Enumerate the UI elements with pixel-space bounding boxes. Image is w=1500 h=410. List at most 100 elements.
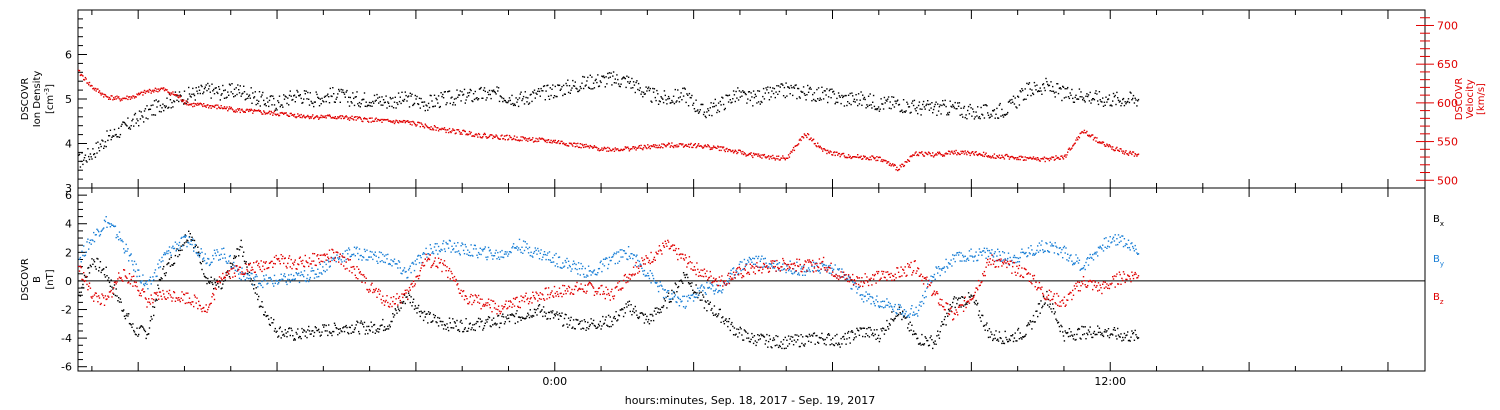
velocity-series-point xyxy=(900,166,902,168)
b-series-by-point xyxy=(486,258,488,261)
velocity-series-point xyxy=(298,115,300,117)
velocity-series-point xyxy=(353,116,356,118)
density-series-point xyxy=(310,100,312,103)
velocity-series xyxy=(78,69,1140,172)
density-series-point xyxy=(90,156,92,158)
b-series-by-point xyxy=(788,268,791,270)
density-series-point xyxy=(1072,97,1074,100)
density-series-point xyxy=(316,93,318,96)
b-series-bx-point xyxy=(978,310,981,312)
velocity-series-point xyxy=(363,118,365,120)
b-series-bx-point xyxy=(794,334,796,336)
b-series-by-point xyxy=(394,263,396,265)
density-series-point xyxy=(872,101,874,103)
b-series-bx-point xyxy=(718,308,721,311)
density-series-point xyxy=(690,97,692,99)
density-series-point xyxy=(975,111,977,113)
velocity-series-point xyxy=(507,139,509,141)
density-series-point xyxy=(226,96,228,98)
density-series-point xyxy=(1099,99,1101,101)
velocity-series-point xyxy=(740,151,742,153)
b-series-bx-point xyxy=(647,321,649,323)
density-series-point xyxy=(376,93,378,96)
density-series-point xyxy=(438,106,441,109)
density-series-point xyxy=(947,114,950,116)
velocity-series-point xyxy=(153,91,155,93)
velocity-series-point xyxy=(487,136,490,139)
b-series-bx-point xyxy=(769,338,771,340)
b-series-by-point xyxy=(797,272,800,274)
velocity-series-point xyxy=(1019,158,1021,161)
density-series-point xyxy=(767,86,769,88)
density-series-point xyxy=(1028,82,1031,84)
density-series-point xyxy=(415,98,417,100)
b-series-by-point xyxy=(427,253,430,255)
density-series-point xyxy=(532,91,534,93)
b-series-bx-point xyxy=(878,340,881,343)
density-series-point xyxy=(138,110,141,112)
velocity-series-point xyxy=(654,144,656,146)
velocity-series-point xyxy=(576,145,578,147)
b-series-bx-point xyxy=(696,292,698,294)
density-series-point xyxy=(516,101,518,103)
density-series-point xyxy=(765,87,767,89)
b-series-by-point xyxy=(222,257,224,259)
velocity-series-point xyxy=(629,148,631,151)
velocity-series-point xyxy=(914,152,916,154)
density-series-point xyxy=(663,90,666,92)
b-series-by-point xyxy=(613,252,616,254)
velocity-series-point xyxy=(540,138,542,140)
b-series-bx-point xyxy=(128,322,131,325)
b-series-bx-point xyxy=(692,292,695,294)
velocity-series-point xyxy=(290,112,292,115)
b-series-bx-point xyxy=(430,321,432,323)
velocity-series-point xyxy=(471,135,473,137)
density-series-point xyxy=(582,87,585,90)
b-series-by-point xyxy=(440,248,442,251)
density-series-point xyxy=(1002,116,1005,118)
b-series-bx-point xyxy=(1035,310,1037,312)
velocity-series-point xyxy=(954,152,956,154)
density-series-point xyxy=(856,99,858,101)
density-series-point xyxy=(261,94,263,96)
b-series-bx-point xyxy=(623,307,626,309)
b-series-by-point xyxy=(169,251,172,254)
b-series-bx-point xyxy=(618,315,621,317)
b-series-bx-point xyxy=(347,331,349,334)
b-series-by-point xyxy=(282,278,284,281)
velocity-series-point xyxy=(452,129,455,131)
density-series-point xyxy=(573,85,576,87)
density-series-point xyxy=(1119,100,1121,102)
velocity-series-point xyxy=(695,146,697,149)
velocity-series-point xyxy=(826,152,828,155)
density-series-point xyxy=(436,98,438,101)
velocity-series-point xyxy=(970,152,972,155)
density-series-point xyxy=(597,85,600,88)
b-series-bx-point xyxy=(372,331,374,333)
velocity-series-point xyxy=(697,144,699,147)
velocity-series-point xyxy=(1077,139,1079,141)
b-series-by-point xyxy=(113,225,116,228)
b-series-bx-point xyxy=(191,236,193,238)
b-series-by-point xyxy=(318,272,321,274)
density-series-point xyxy=(1030,94,1032,97)
velocity-series-point xyxy=(1006,153,1008,156)
b-series-bx-point xyxy=(527,314,530,316)
density-series-point xyxy=(372,100,374,103)
b-series-by-point xyxy=(108,223,111,225)
b-series-bx-point xyxy=(683,274,686,276)
b-series-bx-point xyxy=(118,301,121,303)
density-series-point xyxy=(591,76,593,78)
velocity-series-point xyxy=(467,134,469,136)
b-series-by-point xyxy=(566,257,568,260)
b-series-bx-point xyxy=(412,301,414,303)
b-series-by-point xyxy=(347,253,349,255)
density-series-point xyxy=(932,108,935,111)
b-series-by-point xyxy=(745,263,747,265)
b-series-by-point xyxy=(128,255,131,257)
velocity-series-point xyxy=(192,105,194,108)
velocity-series-point xyxy=(727,150,729,153)
b-series-by-point xyxy=(667,290,669,292)
b-series-by-point xyxy=(399,267,401,269)
b-series-bx-point xyxy=(331,334,333,337)
